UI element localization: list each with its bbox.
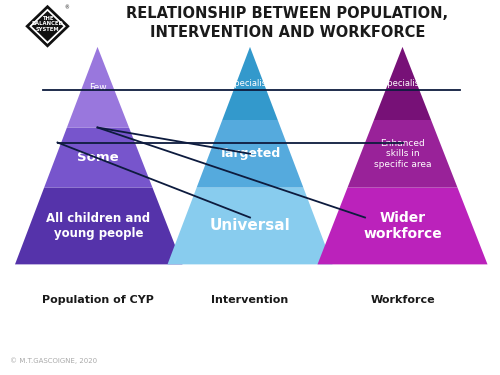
Polygon shape	[348, 120, 458, 188]
Polygon shape	[44, 128, 152, 188]
Polygon shape	[318, 188, 488, 264]
Text: THE
BALANCED
SYSTEM: THE BALANCED SYSTEM	[32, 15, 64, 32]
Text: Population of CYP: Population of CYP	[42, 295, 154, 305]
Polygon shape	[32, 11, 64, 42]
Text: Intervention: Intervention	[212, 295, 288, 305]
Polygon shape	[196, 120, 304, 188]
Polygon shape	[168, 188, 332, 264]
Text: RELATIONSHIP BETWEEN POPULATION,
INTERVENTION AND WORKFORCE: RELATIONSHIP BETWEEN POPULATION, INTERVE…	[126, 6, 448, 40]
Text: Workforce: Workforce	[370, 295, 435, 305]
Text: Wider
workforce: Wider workforce	[363, 211, 442, 241]
Text: Some: Some	[78, 151, 119, 164]
Text: Universal: Universal	[210, 218, 290, 233]
Text: All children and
young people: All children and young people	[46, 212, 150, 240]
Polygon shape	[374, 47, 431, 120]
Polygon shape	[27, 7, 68, 46]
Text: Specialist: Specialist	[382, 79, 422, 88]
Polygon shape	[32, 11, 64, 42]
Polygon shape	[222, 47, 278, 120]
Text: Targeted: Targeted	[219, 147, 281, 160]
Polygon shape	[15, 188, 182, 264]
Polygon shape	[67, 47, 129, 128]
Text: Enhanced
skills in
specific area: Enhanced skills in specific area	[374, 139, 431, 169]
Text: Specialist: Specialist	[230, 79, 270, 88]
Text: Few: Few	[89, 83, 106, 92]
Text: ®: ®	[64, 5, 69, 10]
Text: © M.T.GASCOIGNE, 2020: © M.T.GASCOIGNE, 2020	[10, 357, 97, 364]
Polygon shape	[30, 9, 66, 44]
